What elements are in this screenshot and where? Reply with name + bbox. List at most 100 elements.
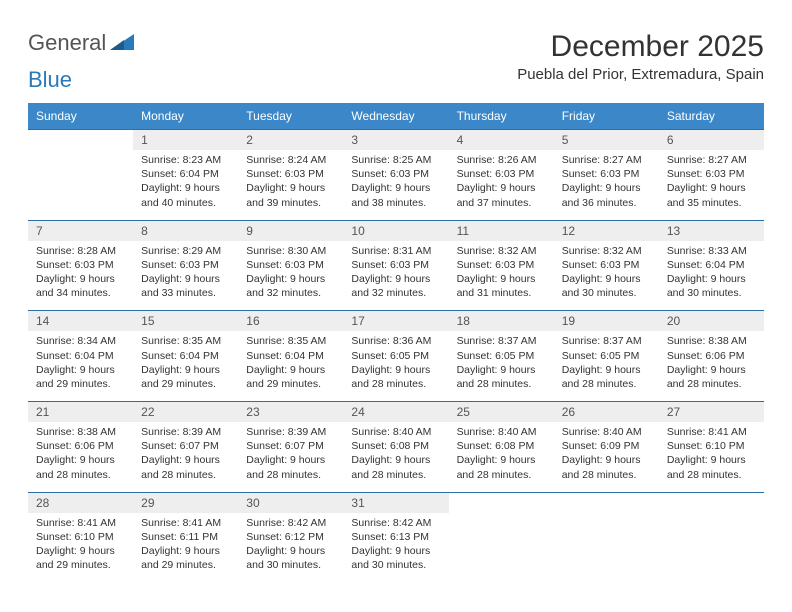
daylight-text: and 40 minutes.	[141, 196, 230, 210]
day-content-cell	[554, 513, 659, 583]
daylight-text: and 33 minutes.	[141, 286, 230, 300]
sunrise-text: Sunrise: 8:31 AM	[351, 244, 440, 258]
sunset-text: Sunset: 6:03 PM	[667, 167, 756, 181]
daylight-text: and 32 minutes.	[351, 286, 440, 300]
brand-triangle-icon	[110, 32, 134, 55]
sunset-text: Sunset: 6:03 PM	[141, 258, 230, 272]
day-content-cell: Sunrise: 8:24 AMSunset: 6:03 PMDaylight:…	[238, 150, 343, 220]
sunset-text: Sunset: 6:03 PM	[246, 258, 335, 272]
day-number: 11	[457, 224, 469, 238]
day-number: 22	[141, 405, 154, 419]
calendar-table: Sunday Monday Tuesday Wednesday Thursday…	[28, 103, 764, 582]
sunset-text: Sunset: 6:04 PM	[667, 258, 756, 272]
day-number: 13	[667, 224, 680, 238]
day-number-cell	[28, 130, 133, 151]
sunrise-text: Sunrise: 8:40 AM	[457, 425, 546, 439]
day-number-cell: 25	[449, 402, 554, 423]
sunset-text: Sunset: 6:08 PM	[457, 439, 546, 453]
day-number-cell: 18	[449, 311, 554, 332]
daylight-text: and 37 minutes.	[457, 196, 546, 210]
day-number-cell: 16	[238, 311, 343, 332]
day-content-cell: Sunrise: 8:35 AMSunset: 6:04 PMDaylight:…	[238, 331, 343, 401]
daylight-text: and 28 minutes.	[457, 468, 546, 482]
daylight-text: Daylight: 9 hours	[667, 453, 756, 467]
day-number-cell: 10	[343, 220, 448, 241]
day-number-cell: 8	[133, 220, 238, 241]
day-number: 4	[457, 133, 464, 147]
day-number-cell: 20	[659, 311, 764, 332]
day-number: 9	[246, 224, 253, 238]
week-number-row: 21222324252627	[28, 402, 764, 423]
day-content-cell: Sunrise: 8:41 AMSunset: 6:11 PMDaylight:…	[133, 513, 238, 583]
day-number-cell: 31	[343, 492, 448, 513]
daylight-text: and 28 minutes.	[351, 468, 440, 482]
sunset-text: Sunset: 6:03 PM	[457, 167, 546, 181]
sunrise-text: Sunrise: 8:24 AM	[246, 153, 335, 167]
day-content-cell: Sunrise: 8:27 AMSunset: 6:03 PMDaylight:…	[554, 150, 659, 220]
brand-text-2: Blue	[28, 67, 72, 93]
sunrise-text: Sunrise: 8:39 AM	[246, 425, 335, 439]
sunset-text: Sunset: 6:08 PM	[351, 439, 440, 453]
day-content-cell: Sunrise: 8:39 AMSunset: 6:07 PMDaylight:…	[238, 422, 343, 492]
day-content-cell: Sunrise: 8:37 AMSunset: 6:05 PMDaylight:…	[449, 331, 554, 401]
day-content-cell: Sunrise: 8:42 AMSunset: 6:13 PMDaylight:…	[343, 513, 448, 583]
day-content-cell: Sunrise: 8:23 AMSunset: 6:04 PMDaylight:…	[133, 150, 238, 220]
daylight-text: Daylight: 9 hours	[351, 453, 440, 467]
day-content-cell: Sunrise: 8:25 AMSunset: 6:03 PMDaylight:…	[343, 150, 448, 220]
day-content-cell: Sunrise: 8:39 AMSunset: 6:07 PMDaylight:…	[133, 422, 238, 492]
daylight-text: Daylight: 9 hours	[457, 272, 546, 286]
daylight-text: and 28 minutes.	[457, 377, 546, 391]
daylight-text: and 29 minutes.	[141, 377, 230, 391]
week-content-row: Sunrise: 8:34 AMSunset: 6:04 PMDaylight:…	[28, 331, 764, 401]
day-header: Tuesday	[238, 103, 343, 130]
sunrise-text: Sunrise: 8:27 AM	[562, 153, 651, 167]
daylight-text: Daylight: 9 hours	[457, 453, 546, 467]
day-number: 10	[351, 224, 364, 238]
day-content-cell: Sunrise: 8:38 AMSunset: 6:06 PMDaylight:…	[659, 331, 764, 401]
daylight-text: and 30 minutes.	[351, 558, 440, 572]
daylight-text: and 29 minutes.	[36, 558, 125, 572]
daylight-text: Daylight: 9 hours	[36, 544, 125, 558]
title-block: December 2025 Puebla del Prior, Extremad…	[517, 30, 764, 83]
daylight-text: and 35 minutes.	[667, 196, 756, 210]
week-content-row: Sunrise: 8:38 AMSunset: 6:06 PMDaylight:…	[28, 422, 764, 492]
daylight-text: and 28 minutes.	[351, 377, 440, 391]
sunrise-text: Sunrise: 8:28 AM	[36, 244, 125, 258]
day-number: 21	[36, 405, 49, 419]
day-content-cell: Sunrise: 8:40 AMSunset: 6:08 PMDaylight:…	[449, 422, 554, 492]
brand-text-1: General	[28, 30, 106, 56]
daylight-text: Daylight: 9 hours	[36, 272, 125, 286]
daylight-text: Daylight: 9 hours	[351, 272, 440, 286]
sunset-text: Sunset: 6:03 PM	[36, 258, 125, 272]
day-content-cell: Sunrise: 8:26 AMSunset: 6:03 PMDaylight:…	[449, 150, 554, 220]
daylight-text: and 36 minutes.	[562, 196, 651, 210]
day-number: 26	[562, 405, 575, 419]
daylight-text: and 32 minutes.	[246, 286, 335, 300]
day-content-cell: Sunrise: 8:31 AMSunset: 6:03 PMDaylight:…	[343, 241, 448, 311]
sunset-text: Sunset: 6:04 PM	[36, 349, 125, 363]
sunrise-text: Sunrise: 8:39 AM	[141, 425, 230, 439]
sunrise-text: Sunrise: 8:37 AM	[562, 334, 651, 348]
sunset-text: Sunset: 6:11 PM	[141, 530, 230, 544]
day-number: 8	[141, 224, 148, 238]
daylight-text: Daylight: 9 hours	[141, 181, 230, 195]
day-number-cell: 9	[238, 220, 343, 241]
daylight-text: Daylight: 9 hours	[667, 181, 756, 195]
day-number-cell: 22	[133, 402, 238, 423]
day-content-cell: Sunrise: 8:32 AMSunset: 6:03 PMDaylight:…	[449, 241, 554, 311]
day-number: 14	[36, 314, 49, 328]
daylight-text: Daylight: 9 hours	[36, 453, 125, 467]
sunset-text: Sunset: 6:03 PM	[351, 167, 440, 181]
day-content-cell: Sunrise: 8:33 AMSunset: 6:04 PMDaylight:…	[659, 241, 764, 311]
week-content-row: Sunrise: 8:41 AMSunset: 6:10 PMDaylight:…	[28, 513, 764, 583]
day-header: Monday	[133, 103, 238, 130]
day-number-cell: 24	[343, 402, 448, 423]
day-number-cell: 29	[133, 492, 238, 513]
day-number: 2	[246, 133, 253, 147]
day-content-cell: Sunrise: 8:30 AMSunset: 6:03 PMDaylight:…	[238, 241, 343, 311]
day-number-cell: 2	[238, 130, 343, 151]
sunrise-text: Sunrise: 8:42 AM	[246, 516, 335, 530]
daylight-text: and 28 minutes.	[141, 468, 230, 482]
daylight-text: Daylight: 9 hours	[667, 363, 756, 377]
sunrise-text: Sunrise: 8:30 AM	[246, 244, 335, 258]
